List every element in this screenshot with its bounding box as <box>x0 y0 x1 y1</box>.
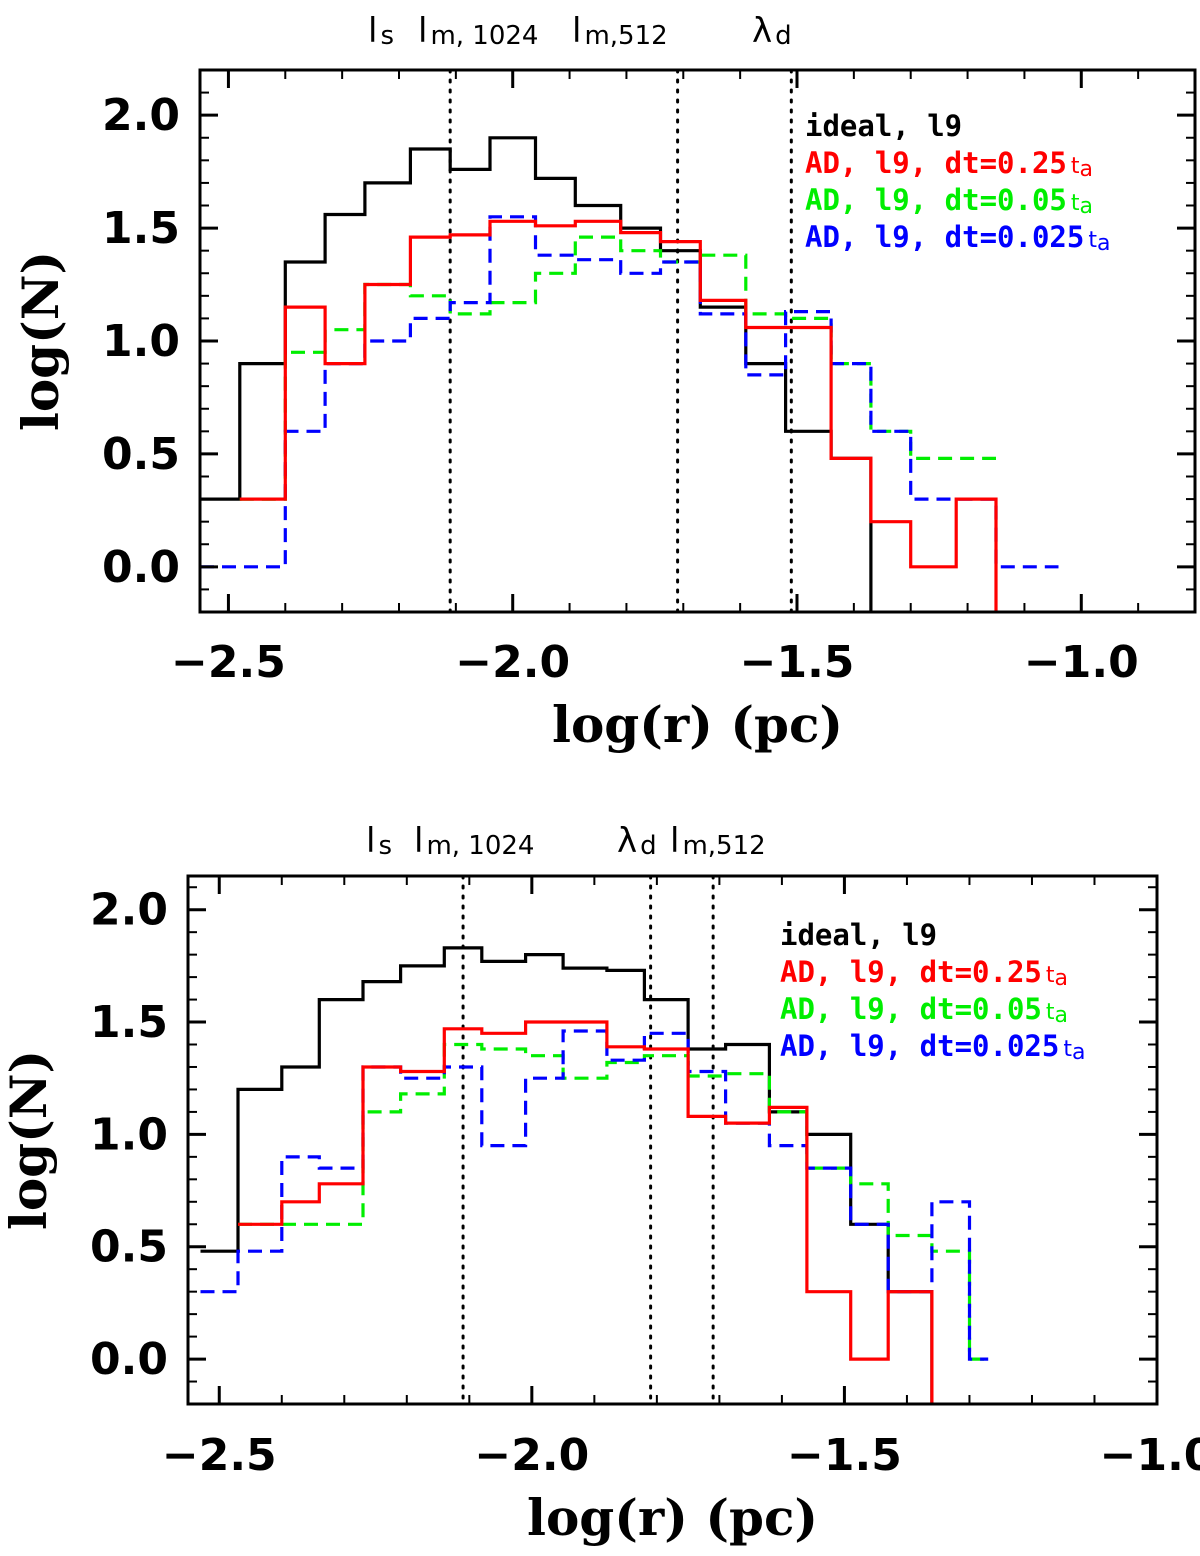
series-line <box>238 1020 934 1404</box>
y-tick-label: 0.5 <box>102 429 180 480</box>
chart-panel-2: −2.5 −2.0 −1.5 −1.0 0.0 0.5 1.0 1.5 2.0 log(r) (p… <box>0 821 1200 1547</box>
scale-marker-label: l m, 1024 <box>418 11 538 51</box>
y-tick-label: 1.5 <box>102 203 180 254</box>
y-tick-label: 0.0 <box>90 1334 168 1385</box>
plot-frame <box>186 874 1159 1406</box>
legend-entry: AD, l9, dt=0.25 ta <box>805 146 1093 182</box>
x-tick-label: −2.0 <box>455 637 570 688</box>
scale-marker-label: l m,512 <box>670 821 766 861</box>
x-tick-label: −1.0 <box>1100 1430 1200 1481</box>
legend-entry: AD, l9, dt=0.025 ta <box>805 220 1110 256</box>
x-tick-label: −2.5 <box>171 637 286 688</box>
y-tick-label: 1.5 <box>90 997 168 1048</box>
y-tick-label: 0.0 <box>102 542 180 593</box>
x-axis-title: log(r) (pc) <box>527 1488 818 1547</box>
legend-entry: AD, l9, dt=0.05 ta <box>780 992 1068 1028</box>
y-axis-title: log(N) <box>0 1050 58 1230</box>
chart-panel-1: −2.5 −2.0 −1.5 −1.0 0.0 0.5 1.0 1.5 2.0 log(r) (p… <box>11 11 1197 754</box>
x-tick-label: −1.5 <box>740 637 855 688</box>
scale-marker-label: l m,512 <box>572 11 668 51</box>
scale-marker-label: l m, 1024 <box>414 821 534 861</box>
x-tick-label: −2.0 <box>474 1430 589 1481</box>
x-tick-label: −1.0 <box>1024 637 1139 688</box>
series-line <box>239 219 998 612</box>
x-axis-title: log(r) (pc) <box>552 695 843 754</box>
series-line <box>238 1042 989 1361</box>
legend-entry: AD, l9, dt=0.05 ta <box>805 183 1093 219</box>
series-line <box>200 215 1059 569</box>
legend-entry: ideal, l9 <box>780 918 937 952</box>
y-tick-label: 1.0 <box>102 316 180 367</box>
legend-entry: AD, l9, dt=0.25 ta <box>780 955 1068 991</box>
y-tick-label: 2.0 <box>102 90 180 141</box>
y-tick-label: 2.0 <box>90 885 168 936</box>
legend-entry: ideal, l9 <box>805 109 962 143</box>
series-line <box>239 235 996 501</box>
y-tick-label: 0.5 <box>90 1222 168 1273</box>
y-axis-title: log(N) <box>11 251 70 431</box>
legend-entry: AD, l9, dt=0.025 ta <box>780 1029 1085 1065</box>
x-tick-label: −2.5 <box>162 1430 277 1481</box>
x-tick-label: −1.5 <box>787 1430 902 1481</box>
y-tick-label: 1.0 <box>90 1109 168 1160</box>
